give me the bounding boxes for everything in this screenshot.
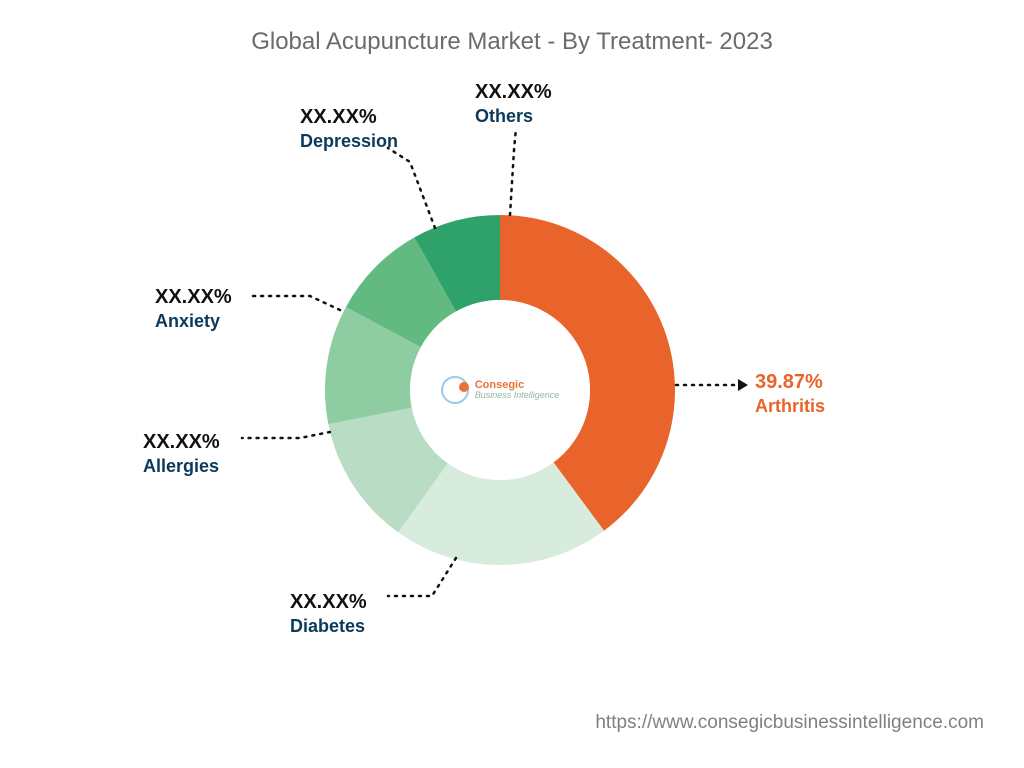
- label-name-arthritis: Arthritis: [755, 395, 825, 418]
- label-pct-others: XX.XX%: [475, 80, 552, 105]
- label-pct-allergies: XX.XX%: [143, 430, 220, 455]
- label-pct-depression: XX.XX%: [300, 105, 398, 130]
- label-name-anxiety: Anxiety: [155, 310, 232, 333]
- donut-hole: Consegic Business Intelligence: [410, 300, 590, 480]
- label-arthritis: 39.87%Arthritis: [755, 370, 825, 418]
- logo-line2: Business Intelligence: [475, 391, 560, 401]
- center-logo: Consegic Business Intelligence: [441, 376, 560, 404]
- label-allergies: XX.XX%Allergies: [143, 430, 220, 478]
- logo-text: Consegic Business Intelligence: [475, 379, 560, 401]
- label-name-depression: Depression: [300, 130, 398, 153]
- label-name-diabetes: Diabetes: [290, 615, 367, 638]
- label-pct-diabetes: XX.XX%: [290, 590, 367, 615]
- label-name-allergies: Allergies: [143, 455, 220, 478]
- label-pct-anxiety: XX.XX%: [155, 285, 232, 310]
- label-pct-arthritis: 39.87%: [755, 370, 825, 395]
- label-anxiety: XX.XX%Anxiety: [155, 285, 232, 333]
- logo-mark-icon: [441, 376, 469, 404]
- label-depression: XX.XX%Depression: [300, 105, 398, 153]
- footer-url: https://www.consegicbusinessintelligence…: [595, 712, 984, 734]
- label-name-others: Others: [475, 105, 552, 128]
- label-diabetes: XX.XX%Diabetes: [290, 590, 367, 638]
- label-others: XX.XX%Others: [475, 80, 552, 128]
